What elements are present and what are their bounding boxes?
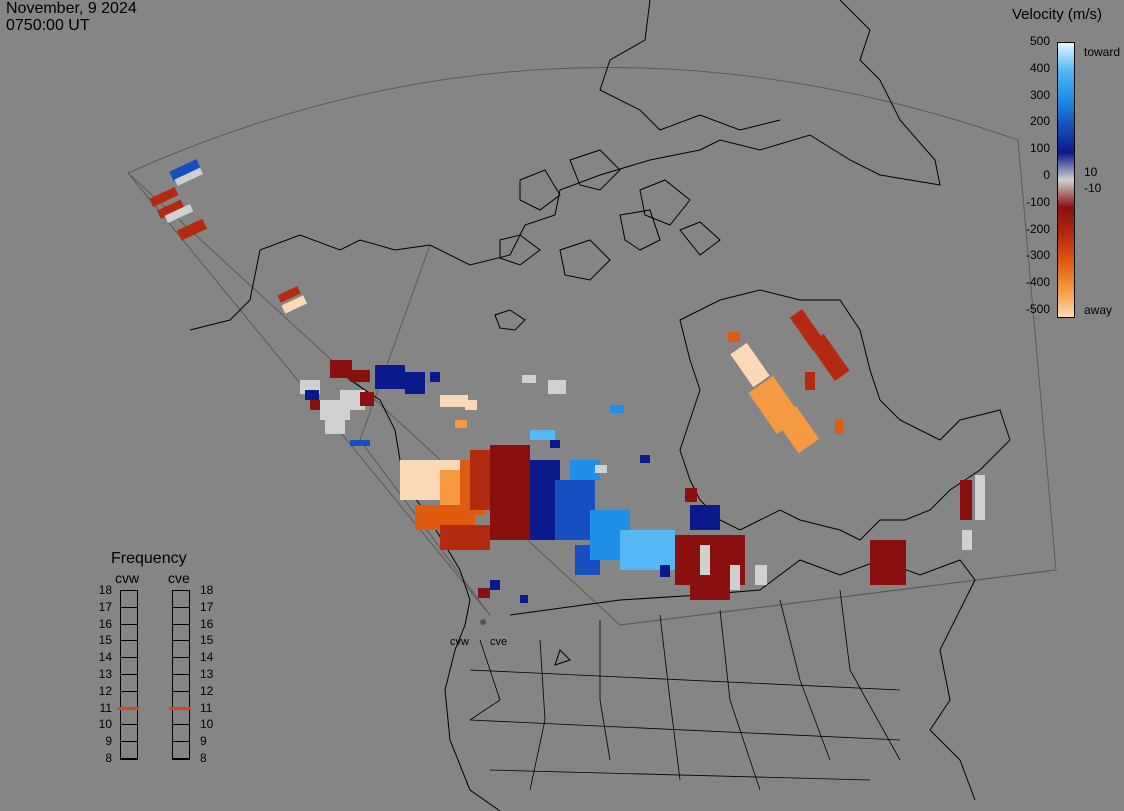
colorbar-tick: -200: [1025, 221, 1050, 236]
colorbar-tick: -100: [1025, 194, 1050, 209]
frequency-level-label: 8: [200, 751, 207, 765]
frequency-title: Frequency: [111, 550, 187, 567]
frequency-cell: [173, 675, 189, 692]
frequency-marker-cvw: [117, 706, 139, 710]
colorbar-toward-label: toward: [1084, 45, 1121, 59]
frequency-level-label: 16: [200, 616, 214, 631]
frequency-cell: [173, 625, 189, 642]
frequency-cell: [173, 591, 189, 608]
colorbar-tick: 500: [1029, 34, 1050, 48]
colorbar-tick: 400: [1029, 60, 1050, 75]
colorbar-inner-label-neg: -10: [1084, 181, 1102, 195]
frequency-level-label: 13: [98, 667, 112, 681]
frequency-level-label: 9: [200, 734, 207, 749]
radar-site-label-cvw: cvw: [450, 636, 469, 648]
frequency-level-label: 18: [98, 583, 112, 597]
colorbar-tick: -500: [1025, 302, 1050, 316]
header-datetime: November, 9 2024 0750:00 UT: [6, 0, 137, 34]
velocity-cells: [149, 159, 985, 625]
frequency-cell: [173, 658, 189, 675]
frequency-cell: [121, 641, 137, 659]
velocity-colorbar: [1057, 42, 1075, 318]
frequency-box-cve: [172, 590, 190, 760]
frequency-cell: [121, 725, 137, 743]
radar-label-cve: cve: [168, 570, 190, 586]
frequency-cell: [173, 742, 189, 759]
date-label: November, 9 2024: [6, 0, 137, 17]
frequency-level-label: 16: [98, 616, 112, 631]
frequency-cell: [121, 675, 137, 692]
frequency-cell: [173, 725, 189, 743]
coastlines: [189, 0, 1011, 811]
frequency-marker-cve: [169, 706, 191, 710]
frequency-level-label: 18: [200, 583, 214, 597]
frequency-level-label: 11: [99, 700, 112, 715]
frequency-level-label: 17: [98, 599, 112, 614]
colorbar-away-label: away: [1084, 303, 1113, 317]
radar-label-cvw: cvw: [115, 570, 140, 586]
frequency-level-label: 12: [200, 683, 214, 698]
frequency-level-label: 12: [98, 683, 112, 698]
frequency-level-label: 15: [200, 633, 214, 648]
colorbar-title: Velocity (m/s): [1012, 6, 1103, 23]
frequency-cell: [121, 625, 137, 642]
frequency-level-label: 11: [200, 700, 213, 715]
frequency-cell: [173, 608, 189, 625]
colorbar-tick: 200: [1029, 114, 1050, 129]
colorbar-tick: 300: [1029, 87, 1050, 102]
frequency-level-label: 15: [98, 633, 112, 648]
frequency-level-label: 10: [98, 717, 112, 732]
frequency-cell: [173, 709, 189, 726]
colorbar-tick: -400: [1025, 275, 1050, 290]
frequency-level-label: 17: [200, 599, 214, 614]
frequency-cell: [173, 641, 189, 659]
frequency-cell: [121, 709, 137, 726]
frequency-level-label: 9: [105, 734, 112, 749]
frequency-cell: [121, 608, 137, 625]
frequency-cell: [121, 591, 137, 608]
colorbar-tick: 0: [1043, 168, 1050, 182]
frequency-level-label: 14: [200, 650, 214, 665]
colorbar-tick: 100: [1029, 141, 1050, 156]
frequency-level-label: 8: [105, 751, 112, 765]
frequency-level-label: 14: [98, 650, 112, 665]
frequency-cell: [121, 742, 137, 759]
colorbar-tick: -300: [1025, 248, 1050, 263]
colorbar-inner-label-pos: 10: [1084, 165, 1098, 179]
frequency-box-cvw: [120, 590, 138, 760]
state-borders: [469, 589, 901, 791]
frequency-level-label: 10: [200, 717, 214, 732]
frequency-cell: [121, 658, 137, 675]
time-label: 0750:00 UT: [6, 17, 90, 34]
radar-site-label-cve: cve: [490, 636, 508, 648]
frequency-level-label: 13: [200, 667, 214, 681]
